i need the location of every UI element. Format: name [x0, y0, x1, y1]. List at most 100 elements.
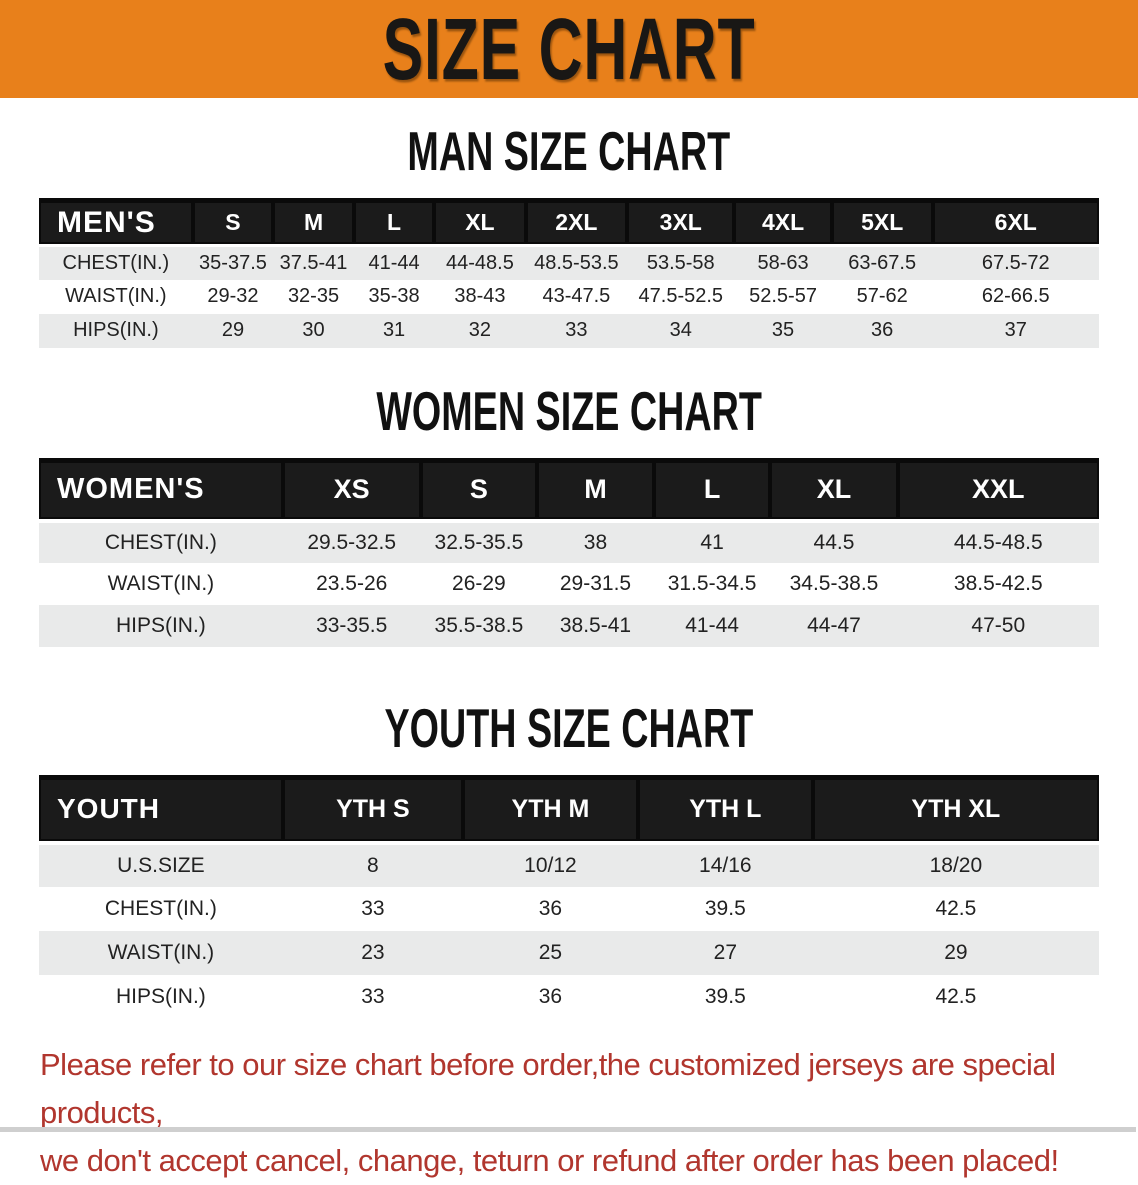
size-value: 29	[944, 940, 968, 964]
size-value: 32-35	[287, 285, 340, 307]
size-value: 41	[700, 531, 724, 554]
size-value: 48.5-53.5	[534, 251, 619, 274]
size-value: 39.5	[704, 984, 746, 1008]
size-value: 37.5-41	[279, 251, 348, 274]
size-value: 43-47.5	[542, 285, 611, 307]
size-value: 32	[468, 319, 492, 341]
row-label: HIPS(IN.)	[115, 614, 206, 637]
size-value: 44.5	[813, 531, 855, 554]
size-value: 47-50	[971, 614, 1026, 637]
size-value: 36	[538, 896, 563, 920]
size-column-header: 6XL	[932, 198, 1099, 247]
size-value: 57-62	[856, 285, 908, 307]
banner-title: SIZE CHART	[382, 0, 756, 98]
size-value: 34.5-38.5	[789, 572, 879, 595]
size-value: 58-63	[757, 251, 809, 274]
size-column-header: 2XL	[525, 198, 628, 247]
table-row: CHEST(IN.) 29.5-32.5 32.5-35.5 38 41 44.5 44.5…	[39, 521, 1099, 563]
size-value: 63-67.5	[848, 251, 917, 274]
size-column-header: S	[192, 198, 274, 247]
size-column-header: M	[537, 457, 654, 523]
table-row: U.S.SIZE 8 10/12 14/16 18/20	[39, 842, 1099, 887]
man-section-heading: MAN SIZE CHART	[0, 120, 1138, 181]
image-bottom-edge	[0, 1127, 1136, 1132]
size-value: 38.5-42.5	[953, 572, 1043, 595]
row-label: U.S.SIZE	[117, 853, 205, 877]
size-value: 33	[361, 896, 385, 920]
size-value: 38	[583, 531, 608, 554]
size-value: 37	[1004, 319, 1027, 341]
women-size-table: WOMEN'S XS S M L XL XXL CHEST(IN.) 29.5-32.5 32.…	[39, 457, 1099, 647]
size-value: 44-48.5	[446, 251, 514, 274]
size-column-header: XL	[434, 198, 526, 247]
size-value: 53.5-58	[646, 251, 715, 274]
row-label: WAIST(IN.)	[107, 572, 215, 595]
size-value: 36	[871, 319, 894, 341]
header-row: YOUTH YTH S YTH M YTH L YTH XL	[39, 775, 1099, 845]
row-label: HIPS(IN.)	[73, 319, 159, 341]
size-value: 23.5-26	[316, 572, 388, 595]
men-table-body: CHEST(IN.) 35-37.5 37.5-41 41-44 44-48.5 48.5…	[39, 245, 1099, 348]
size-value: 33	[565, 319, 588, 341]
table-row: HIPS(IN.) 29 30 31 32 33 34 35 36 37	[39, 313, 1099, 348]
table-row: CHEST(IN.) 35-37.5 37.5-41 41-44 44-48.5 48.5…	[39, 245, 1099, 280]
size-value: 34	[669, 319, 692, 341]
size-value: 27	[713, 940, 737, 964]
youth-table-body: U.S.SIZE 8 10/12 14/16 18/20 CHEST(IN.) 33 36 39…	[39, 842, 1099, 1019]
size-value: 31	[382, 319, 406, 341]
size-value: 10/12	[524, 853, 577, 877]
header-row: MEN'S S M L XL 2XL 3XL 4XL 5XL 6XL	[39, 198, 1099, 247]
disclaimer: Please refer to our size chart before or…	[40, 1041, 1138, 1185]
size-column-header: 3XL	[627, 198, 735, 247]
size-value: 33	[361, 984, 385, 1008]
size-value: 41-44	[368, 251, 420, 274]
table-row: HIPS(IN.) 33-35.5 35.5-38.5 38.5-41 41-44 44-…	[39, 605, 1099, 647]
table-title-cell: MEN'S	[39, 198, 193, 247]
size-column-header: YTH S	[282, 775, 463, 845]
size-value: 31.5-34.5	[667, 572, 757, 595]
size-value: 35-37.5	[199, 251, 267, 274]
size-value: 42.5	[935, 984, 977, 1008]
women-table-header: WOMEN'S XS S M L XL XXL	[39, 457, 1099, 523]
size-value: 47.5-52.5	[638, 285, 724, 307]
table-title-cell: WOMEN'S	[39, 457, 283, 523]
row-label: CHEST(IN.)	[62, 251, 170, 274]
row-label: WAIST(IN.)	[107, 940, 215, 964]
header-row: WOMEN'S XS S M L XL XXL	[39, 457, 1099, 523]
women-table-body: CHEST(IN.) 29.5-32.5 32.5-35.5 38 41 44.5 44.5…	[39, 521, 1099, 647]
size-value: 23	[361, 940, 385, 964]
size-value: 29-32	[207, 285, 259, 307]
youth-size-table: YOUTH YTH S YTH M YTH L YTH XL U.S.SIZE 8 10/1…	[39, 775, 1099, 1019]
size-column-header: M	[273, 198, 354, 247]
size-value: 35.5-38.5	[434, 614, 524, 637]
size-value: 33-35.5	[316, 614, 388, 637]
size-column-header: XS	[282, 457, 421, 523]
size-value: 36	[538, 984, 563, 1008]
size-value: 41-44	[685, 614, 739, 637]
disclaimer-line-2: we don't accept cancel, change, teturn o…	[40, 1142, 1059, 1178]
row-label: CHEST(IN.)	[104, 896, 217, 920]
women-section-heading-text: WOMEN SIZE CHART	[376, 379, 762, 442]
size-column-header: 5XL	[831, 198, 933, 247]
table-title-cell: YOUTH	[39, 775, 283, 845]
size-value: 14/16	[699, 853, 752, 877]
size-value: 35-38	[368, 285, 420, 307]
size-value: 38-43	[454, 285, 506, 307]
size-column-header: S	[420, 457, 538, 523]
size-value: 8	[367, 853, 379, 877]
man-section-heading-text: MAN SIZE CHART	[407, 120, 731, 182]
disclaimer-line-1: Please refer to our size chart before or…	[40, 1046, 1056, 1130]
size-value: 44.5-48.5	[953, 531, 1043, 554]
size-value: 62-66.5	[981, 285, 1050, 307]
youth-table-header: YOUTH YTH S YTH M YTH L YTH XL	[39, 775, 1099, 845]
table-row: WAIST(IN.) 29-32 32-35 35-38 38-43 43-47.5 47.…	[39, 279, 1099, 314]
size-column-header: YTH XL	[812, 775, 1099, 845]
size-column-header: XXL	[897, 457, 1099, 523]
size-column-header: YTH L	[637, 775, 813, 845]
size-value: 26-29	[452, 572, 506, 595]
size-column-header: XL	[770, 457, 898, 523]
size-value: 42.5	[935, 896, 977, 920]
size-value: 35	[771, 319, 795, 341]
size-value: 29.5-32.5	[307, 531, 397, 554]
